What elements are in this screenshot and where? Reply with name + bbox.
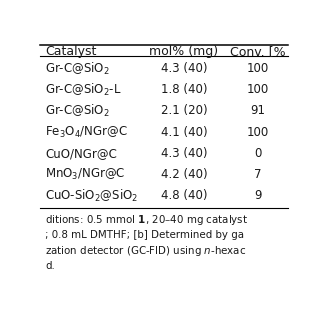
Text: Gr-C@SiO$_2$-L: Gr-C@SiO$_2$-L [45,82,121,98]
Text: 2.1 (20): 2.1 (20) [161,104,207,117]
Text: Gr-C@SiO$_2$: Gr-C@SiO$_2$ [45,60,110,76]
Text: 100: 100 [247,62,269,75]
Text: 4.8 (40): 4.8 (40) [161,189,207,202]
Text: 9: 9 [254,189,262,202]
Text: 4.2 (40): 4.2 (40) [161,168,207,181]
Text: MnO$_3$/NGr@C: MnO$_3$/NGr@C [45,167,125,182]
Text: 91: 91 [251,104,266,117]
Text: 7: 7 [254,168,262,181]
Text: 100: 100 [247,125,269,139]
Text: Gr-C@SiO$_2$: Gr-C@SiO$_2$ [45,103,110,119]
Text: ditions: 0.5 mmol $\mathbf{1}$, 20–40 mg catalyst: ditions: 0.5 mmol $\mathbf{1}$, 20–40 mg… [45,212,248,227]
Text: 4.3 (40): 4.3 (40) [161,62,207,75]
Text: 4.1 (40): 4.1 (40) [161,125,207,139]
Text: Conv. [%: Conv. [% [230,45,286,59]
Text: 0: 0 [254,147,262,160]
Text: zation detector (GC-FID) using $\it{n}$-hexac: zation detector (GC-FID) using $\it{n}$-… [45,244,246,258]
Text: d.: d. [45,261,55,271]
Text: Fe$_3$O$_4$/NGr@C: Fe$_3$O$_4$/NGr@C [45,124,128,140]
Text: 1.8 (40): 1.8 (40) [161,83,207,96]
Text: CuO/NGr@C: CuO/NGr@C [45,147,117,160]
Text: 100: 100 [247,83,269,96]
Text: CuO-SiO$_2$@SiO$_2$: CuO-SiO$_2$@SiO$_2$ [45,188,138,204]
Text: 4.3 (40): 4.3 (40) [161,147,207,160]
Text: mol% (mg): mol% (mg) [149,45,219,59]
Text: Catalyst: Catalyst [45,45,96,59]
Text: ; 0.8 mL DMTHF; [b] Determined by ga: ; 0.8 mL DMTHF; [b] Determined by ga [45,230,244,240]
